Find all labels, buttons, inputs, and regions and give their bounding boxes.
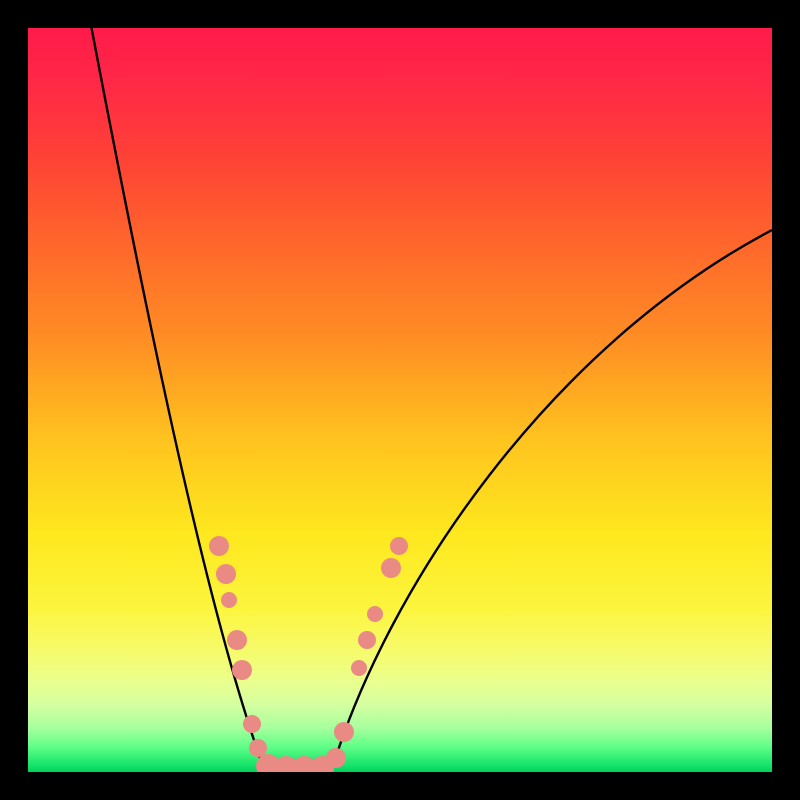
marker-point <box>381 558 401 578</box>
bottleneck-curve <box>90 28 772 766</box>
marker-point <box>243 715 261 733</box>
marker-point <box>334 722 354 742</box>
marker-point <box>310 756 334 772</box>
gradient-background <box>28 28 772 772</box>
marker-point <box>209 536 229 556</box>
marker-point <box>351 660 367 676</box>
frame-left <box>0 0 28 800</box>
marker-point <box>358 631 376 649</box>
frame-top <box>0 0 800 28</box>
marker-point <box>232 660 252 680</box>
marker-point <box>216 564 236 584</box>
frame-bottom <box>0 772 800 800</box>
marker-point <box>367 606 383 622</box>
marker-point <box>256 754 280 772</box>
marker-point <box>390 537 408 555</box>
marker-point <box>274 756 298 772</box>
marker-group <box>209 536 408 772</box>
marker-point <box>221 592 237 608</box>
marker-point <box>249 739 267 757</box>
marker-point <box>292 756 316 772</box>
marker-point <box>326 748 346 768</box>
plot-svg <box>28 28 772 772</box>
frame-right <box>772 0 800 800</box>
plot-area <box>28 28 772 772</box>
marker-point <box>227 630 247 650</box>
